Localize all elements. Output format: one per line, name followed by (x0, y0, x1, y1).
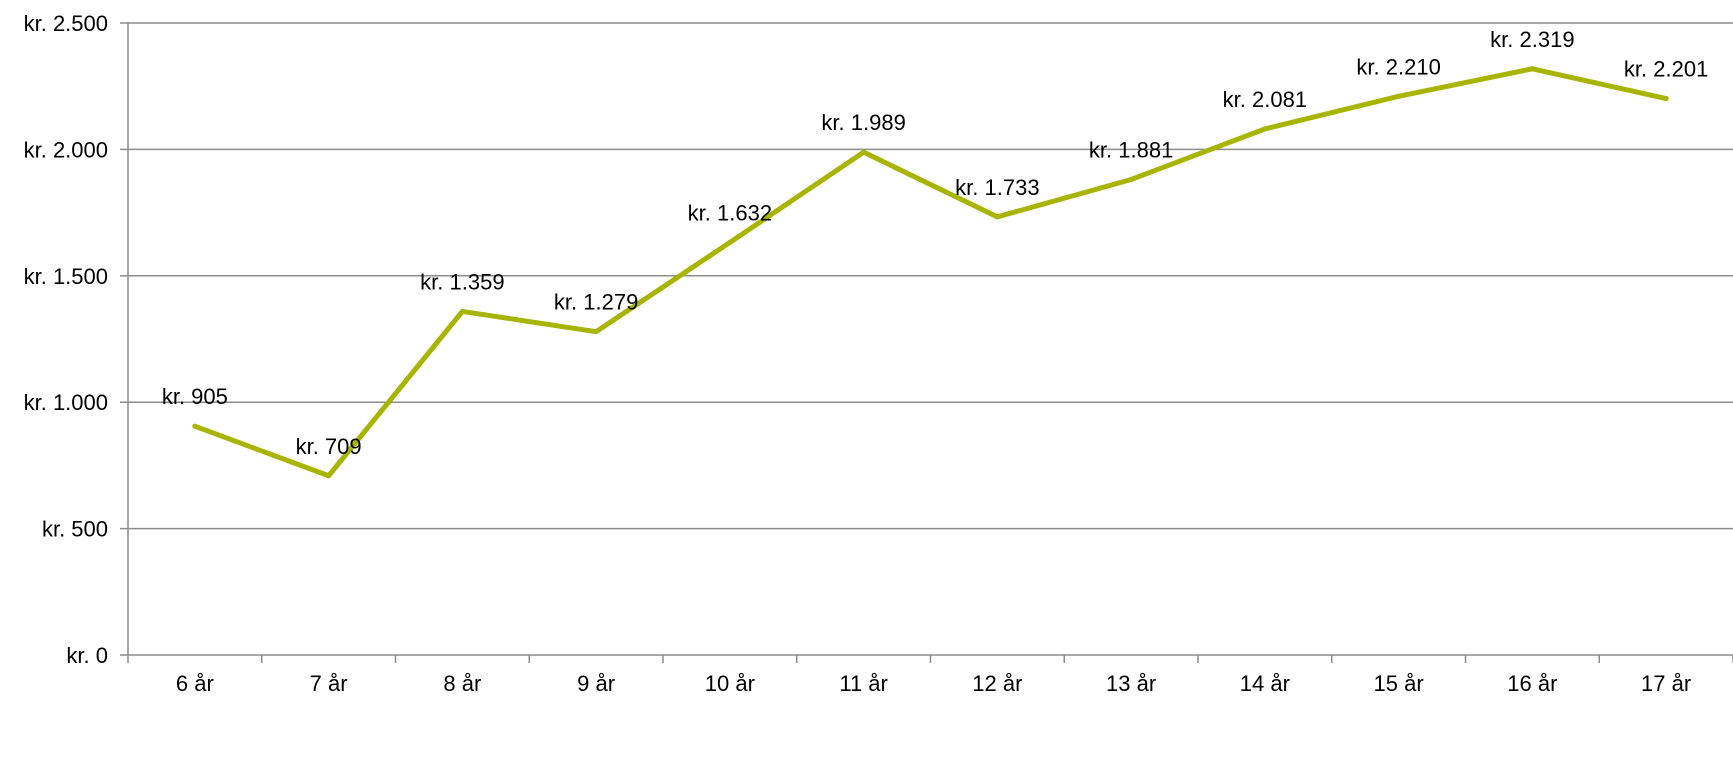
data-point (192, 423, 198, 429)
x-tick-label: 16 år (1507, 671, 1557, 696)
data-point (861, 149, 867, 155)
data-point (1396, 93, 1402, 99)
data-label: kr. 1.881 (1089, 137, 1173, 162)
data-label: kr. 1.279 (554, 290, 638, 315)
data-point (459, 308, 465, 314)
data-point (1663, 96, 1669, 102)
data-labels: kr. 905 kr. 709 kr. 1.359 kr. 1.279 kr. 1.63… (162, 27, 1708, 459)
x-tick-label: 8 år (443, 671, 481, 696)
data-label: kr. 2.210 (1356, 54, 1440, 79)
data-point (593, 329, 599, 335)
y-tick-label: kr. 1.000 (24, 390, 108, 415)
data-point (994, 214, 1000, 220)
x-tick-label: 11 år (839, 671, 888, 696)
gridlines (128, 22, 1733, 530)
x-tick-label: 17 år (1641, 671, 1691, 696)
data-point (727, 239, 733, 245)
data-label: kr. 2.081 (1223, 87, 1307, 112)
data-label: kr. 905 (162, 384, 228, 409)
data-label: kr. 1.989 (821, 110, 905, 135)
data-label: kr. 1.359 (420, 269, 504, 294)
y-tick-label: kr. 2.500 (24, 11, 108, 36)
x-axis-ticks: 6 år 7 år 8 år 9 år 10 år 11 år 12 år 13 år 14 å… (127, 655, 1733, 696)
x-tick-label: 6 år (176, 671, 214, 696)
x-tick-label: 14 år (1240, 671, 1290, 696)
y-tick-label: kr. 500 (42, 517, 108, 542)
x-tick-label: 13 år (1106, 671, 1156, 696)
y-tick-label: kr. 1.500 (24, 264, 108, 289)
data-label: kr. 2.201 (1624, 57, 1708, 82)
series-line-group (192, 66, 1669, 479)
data-point (1128, 176, 1134, 182)
data-label: kr. 709 (296, 434, 362, 459)
x-tick-label: 7 år (310, 671, 348, 696)
data-point (326, 473, 332, 479)
x-tick-label: 12 år (972, 671, 1022, 696)
x-tick-label: 15 år (1374, 671, 1424, 696)
series-line (192, 66, 1669, 479)
x-tick-label: 10 år (705, 671, 755, 696)
x-tick-label: 9 år (577, 671, 615, 696)
y-axis-ticks: kr. 0 kr. 500 kr. 1.000 kr. 1.500 kr. 2.000 k… (24, 11, 128, 668)
data-label: kr. 1.632 (688, 200, 772, 225)
data-point (1262, 126, 1268, 132)
y-tick-label: kr. 2.000 (24, 137, 108, 162)
data-point (1529, 66, 1535, 72)
data-label: kr. 1.733 (955, 175, 1039, 200)
axes (127, 23, 1733, 656)
y-tick-label: kr. 0 (66, 643, 108, 668)
data-label: kr. 2.319 (1490, 27, 1574, 52)
